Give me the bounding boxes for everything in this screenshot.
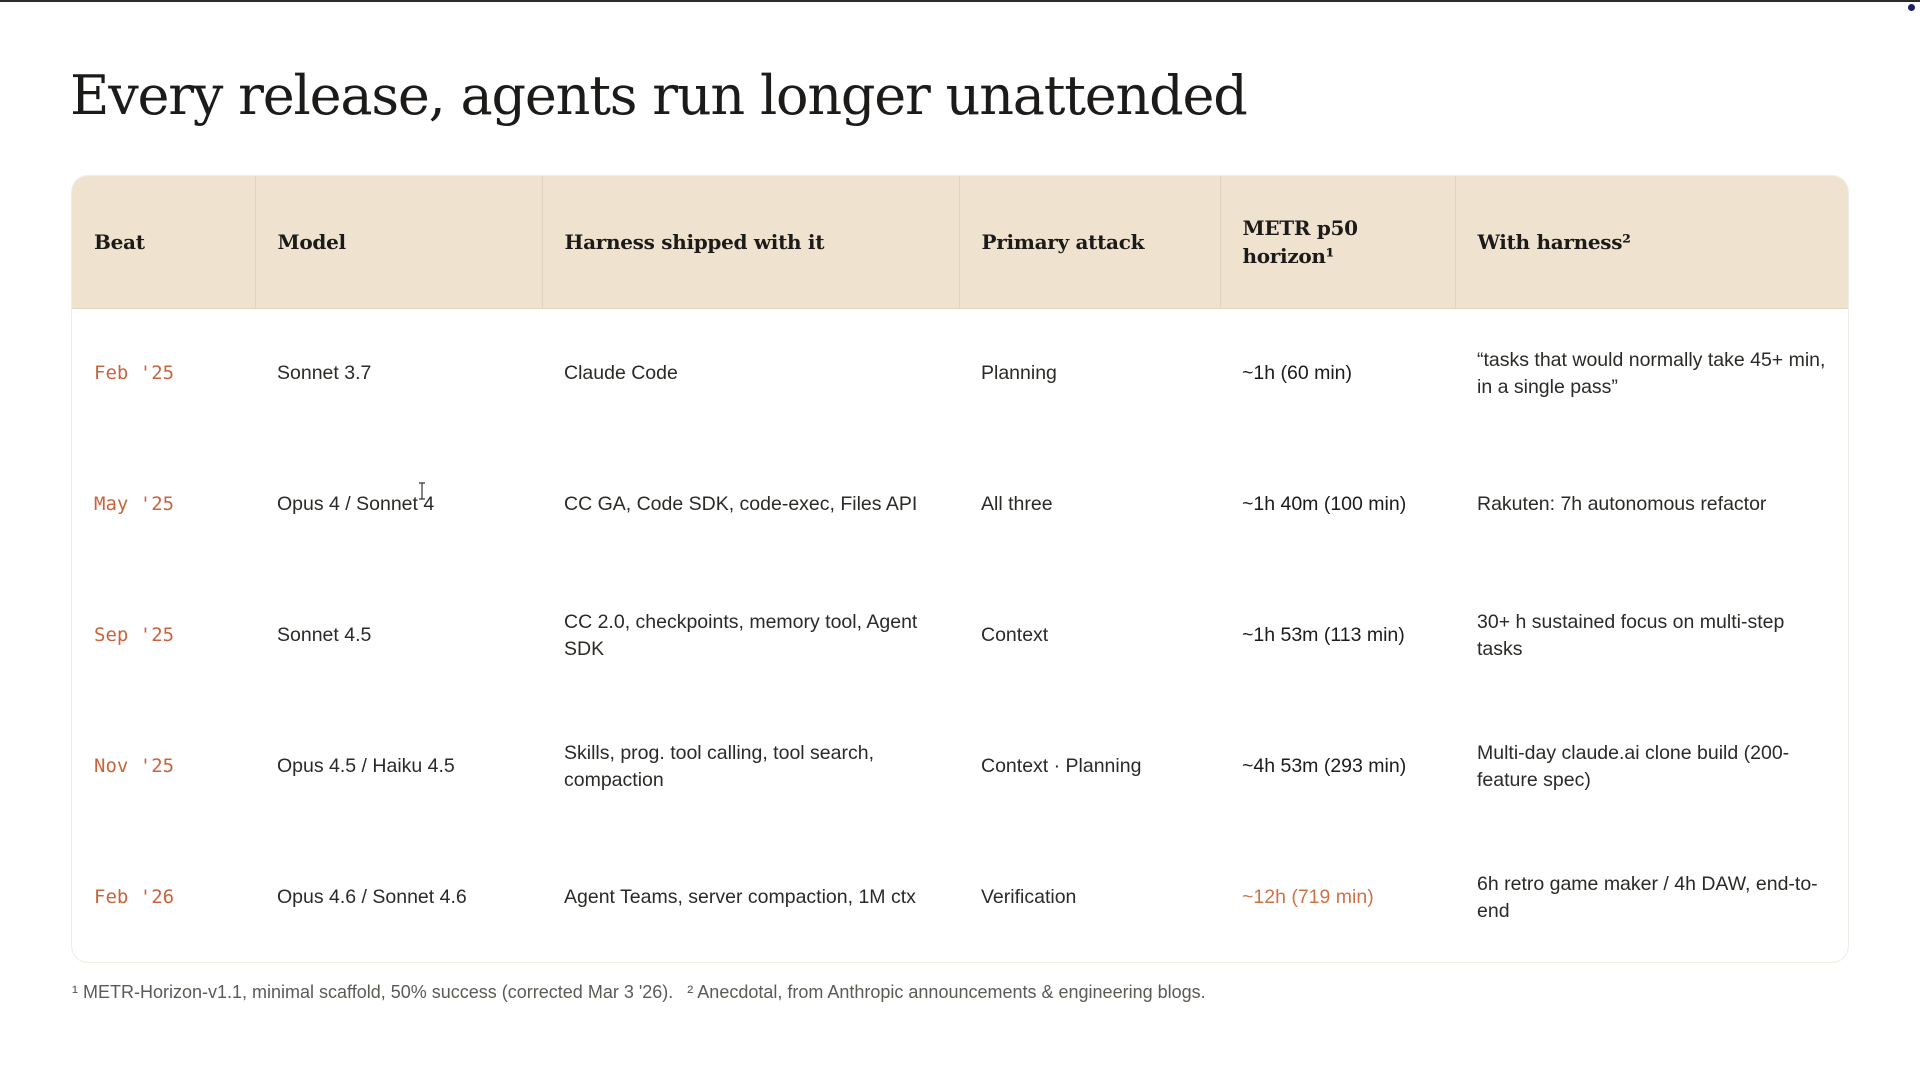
- metr-cell: ~1h 53m (113 min): [1242, 624, 1405, 646]
- harness-cell: CC 2.0, checkpoints, memory tool, Agent …: [564, 610, 918, 660]
- table-row: Sep '25 Sonnet 4.5 CC 2.0, checkpoints, …: [72, 570, 1848, 701]
- metr-cell: ~4h 53m (293 min): [1242, 755, 1407, 777]
- column-header-beat: Beat: [72, 176, 255, 309]
- footnote-metr: ¹ METR-Horizon-v1.1, minimal scaffold, 5…: [72, 982, 674, 1002]
- with-harness-cell: 30+ h sustained focus on multi-step task…: [1477, 610, 1785, 660]
- column-header-with-harness: With harness²: [1454, 176, 1848, 309]
- column-header-harness: Harness shipped with it: [541, 176, 959, 309]
- model-cell: Opus 4.6 / Sonnet 4.6: [277, 886, 467, 908]
- with-harness-cell: 6h retro game maker / 4h DAW, end-to-end: [1477, 872, 1818, 922]
- column-header-model: Model: [254, 176, 542, 309]
- with-harness-cell: Multi-day claude.ai clone build (200-fea…: [1477, 741, 1790, 791]
- with-harness-cell: Rakuten: 7h autonomous refactor: [1477, 493, 1767, 515]
- column-header-primary-attack: Primary attack: [958, 176, 1220, 309]
- model-cell: Opus 4.5 / Haiku 4.5: [277, 755, 455, 777]
- attack-cell: Verification: [981, 886, 1077, 908]
- beat-cell: Sep '25: [94, 624, 175, 646]
- corner-dot: [1908, 4, 1915, 11]
- table-row: Feb '26 Opus 4.6 / Sonnet 4.6 Agent Team…: [72, 832, 1848, 962]
- model-cell: Sonnet 3.7: [277, 362, 372, 385]
- beat-cell: May '25: [94, 493, 175, 515]
- harness-cell: Skills, prog. tool calling, tool search,…: [564, 741, 874, 791]
- text-cursor-icon: [419, 482, 425, 500]
- metr-cell: ~1h 40m (100 min): [1242, 493, 1407, 515]
- table-header-row: Beat Model Harness shipped with it Prima…: [72, 176, 1848, 309]
- release-table-grid: Beat Model Harness shipped with it Prima…: [72, 176, 1848, 962]
- beat-cell: Feb '26: [94, 886, 175, 908]
- column-header-metr-horizon: METR p50 horizon¹: [1219, 176, 1455, 309]
- footnote-anecdotal: ² Anecdotal, from Anthropic announcement…: [687, 982, 1206, 1002]
- model-cell: Sonnet 4.5: [277, 624, 372, 646]
- slide-title: Every release, agents run longer unatten…: [70, 64, 1248, 127]
- harness-cell: Claude Code: [564, 362, 678, 385]
- attack-cell: All three: [981, 493, 1053, 515]
- attack-cell: Context · Planning: [981, 755, 1142, 777]
- harness-cell: CC GA, Code SDK, code-exec, Files API: [564, 493, 918, 515]
- beat-cell: Feb '25: [94, 362, 175, 385]
- with-harness-cell: “tasks that would normally take 45+ min,…: [1477, 348, 1826, 398]
- beat-cell: Nov '25: [94, 755, 175, 777]
- release-table: Beat Model Harness shipped with it Prima…: [72, 176, 1848, 962]
- top-rule: [0, 0, 1920, 2]
- model-cell: Opus 4 / Sonnet 4: [277, 493, 435, 515]
- footnotes: ¹ METR-Horizon-v1.1, minimal scaffold, 5…: [72, 982, 1206, 1003]
- harness-cell: Agent Teams, server compaction, 1M ctx: [564, 886, 916, 908]
- table-row: May '25 Opus 4 / Sonnet 4 CC GA, Code SD…: [72, 439, 1848, 570]
- table-row: Nov '25 Opus 4.5 / Haiku 4.5 Skills, pro…: [72, 701, 1848, 832]
- table-row: Feb '25 Sonnet 3.7 Claude Code Planning …: [72, 308, 1848, 439]
- attack-cell: Planning: [981, 362, 1057, 385]
- metr-cell: ~1h (60 min): [1242, 362, 1353, 385]
- attack-cell: Context: [981, 624, 1049, 646]
- metr-cell-highlight: ~12h (719 min): [1242, 886, 1374, 908]
